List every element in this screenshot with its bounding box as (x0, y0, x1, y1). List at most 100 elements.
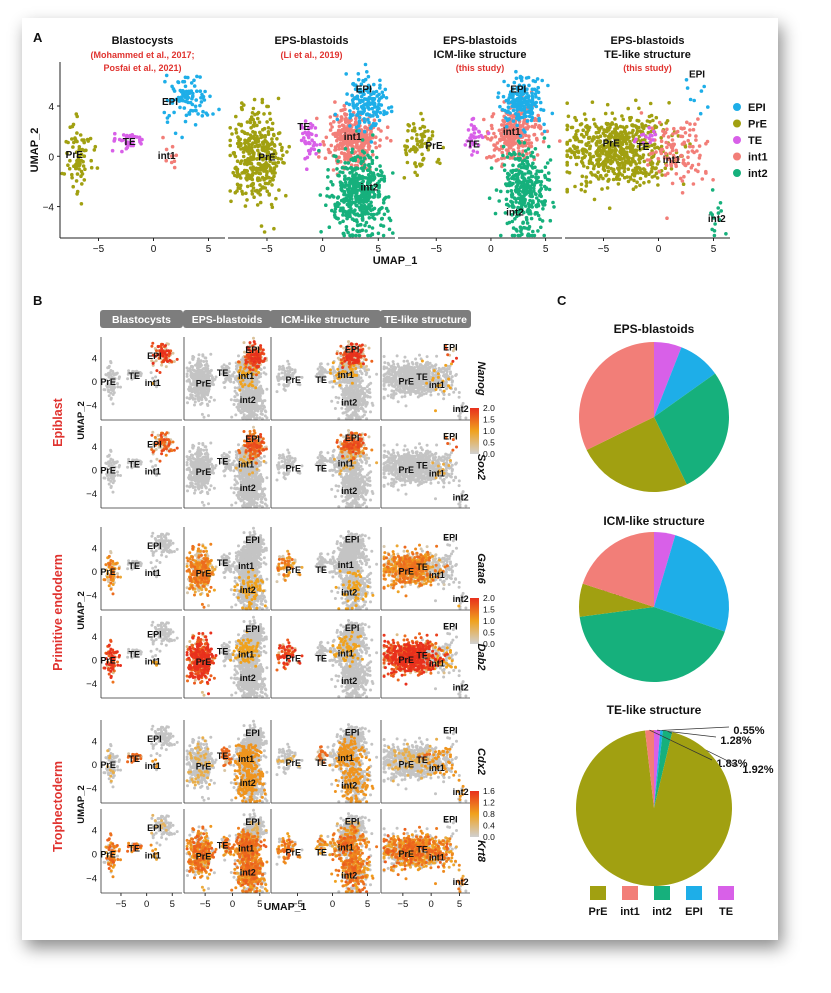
cell-point (267, 175, 271, 180)
expression-point (107, 371, 110, 375)
cell-point (351, 186, 356, 191)
cell-point (251, 171, 255, 175)
cell-point (347, 176, 351, 181)
cell-point (638, 166, 642, 171)
cell-point (339, 186, 344, 190)
cell-point (327, 150, 332, 155)
cell-point (535, 211, 539, 215)
cell-point (73, 136, 77, 140)
cell-point (367, 162, 371, 167)
cell-point (535, 153, 540, 157)
expression-point (257, 371, 261, 374)
expression-point (162, 360, 165, 364)
expression-point (213, 377, 217, 381)
cell-point (539, 183, 543, 187)
cell-point (260, 100, 265, 105)
cell-point (600, 187, 604, 191)
cell-point (369, 126, 373, 130)
cell-point (670, 146, 675, 150)
cell-point (565, 141, 569, 146)
cell-point (365, 70, 369, 74)
cell-point (198, 103, 202, 108)
cell-point (527, 138, 531, 142)
cell-point (581, 128, 585, 132)
cell-point (81, 164, 86, 168)
cell-point (569, 125, 574, 130)
expression-point (261, 390, 265, 394)
expression-point (111, 393, 115, 396)
cell-point (75, 131, 79, 135)
cell-point (272, 174, 276, 179)
cell-point (231, 151, 236, 155)
cell-point (596, 160, 601, 164)
cell-point (276, 96, 281, 101)
cell-point (387, 106, 391, 110)
cell-point (131, 143, 135, 148)
expression-point (277, 379, 280, 383)
cell-point (718, 201, 723, 205)
cell-point (653, 166, 658, 171)
cell-point (246, 158, 250, 163)
cell-point (605, 165, 610, 170)
cell-point (418, 164, 423, 168)
cell-point (596, 170, 600, 175)
cell-point (526, 233, 530, 238)
cell-point (531, 229, 535, 234)
cell-point (310, 138, 314, 142)
cell-point (413, 146, 418, 150)
cell-point (265, 151, 270, 156)
cell-point (273, 151, 278, 156)
expression-point (149, 371, 153, 375)
cell-point (311, 144, 316, 148)
cell-point (350, 150, 354, 155)
cell-point (361, 200, 366, 204)
cell-point (681, 182, 686, 186)
cell-point (521, 144, 525, 148)
cell-point (514, 200, 518, 204)
cell-point (710, 188, 715, 192)
cell-point (617, 177, 622, 182)
cell-point (228, 143, 232, 148)
cell-point (613, 117, 617, 121)
cell-point (351, 167, 356, 171)
cell-point (375, 94, 380, 98)
cell-point (170, 101, 175, 105)
expression-point (250, 357, 254, 361)
cell-point (641, 167, 646, 171)
cell-point (686, 161, 690, 166)
cell-point (323, 156, 328, 160)
cell-point (405, 138, 410, 143)
cell-point (255, 188, 259, 193)
cell-point (492, 131, 496, 136)
cell-point (535, 138, 539, 142)
cell-point (322, 143, 326, 147)
cell-point (372, 176, 377, 181)
cell-point (381, 94, 386, 99)
expression-point (237, 360, 241, 364)
cell-point (345, 155, 350, 160)
cell-point (318, 142, 323, 147)
cell-point (303, 156, 307, 161)
cell-point (171, 154, 175, 158)
cell-point (258, 143, 262, 147)
cell-point (616, 173, 620, 178)
cell-point (622, 129, 627, 134)
cell-point (650, 151, 655, 156)
cell-point (313, 126, 318, 130)
cell-point (201, 109, 205, 114)
cell-point (253, 167, 257, 171)
cell-point (188, 100, 193, 105)
cell-point (505, 155, 510, 159)
cell-point (173, 131, 178, 136)
cell-point (352, 201, 357, 205)
cell-point (686, 155, 690, 160)
cell-point (585, 165, 590, 170)
expression-point (160, 363, 164, 367)
cell-point (229, 199, 233, 204)
cell-point (605, 159, 610, 164)
expression-point (192, 368, 196, 372)
cell-point (505, 110, 509, 114)
cell-point (328, 115, 333, 119)
cell-point (585, 130, 590, 134)
